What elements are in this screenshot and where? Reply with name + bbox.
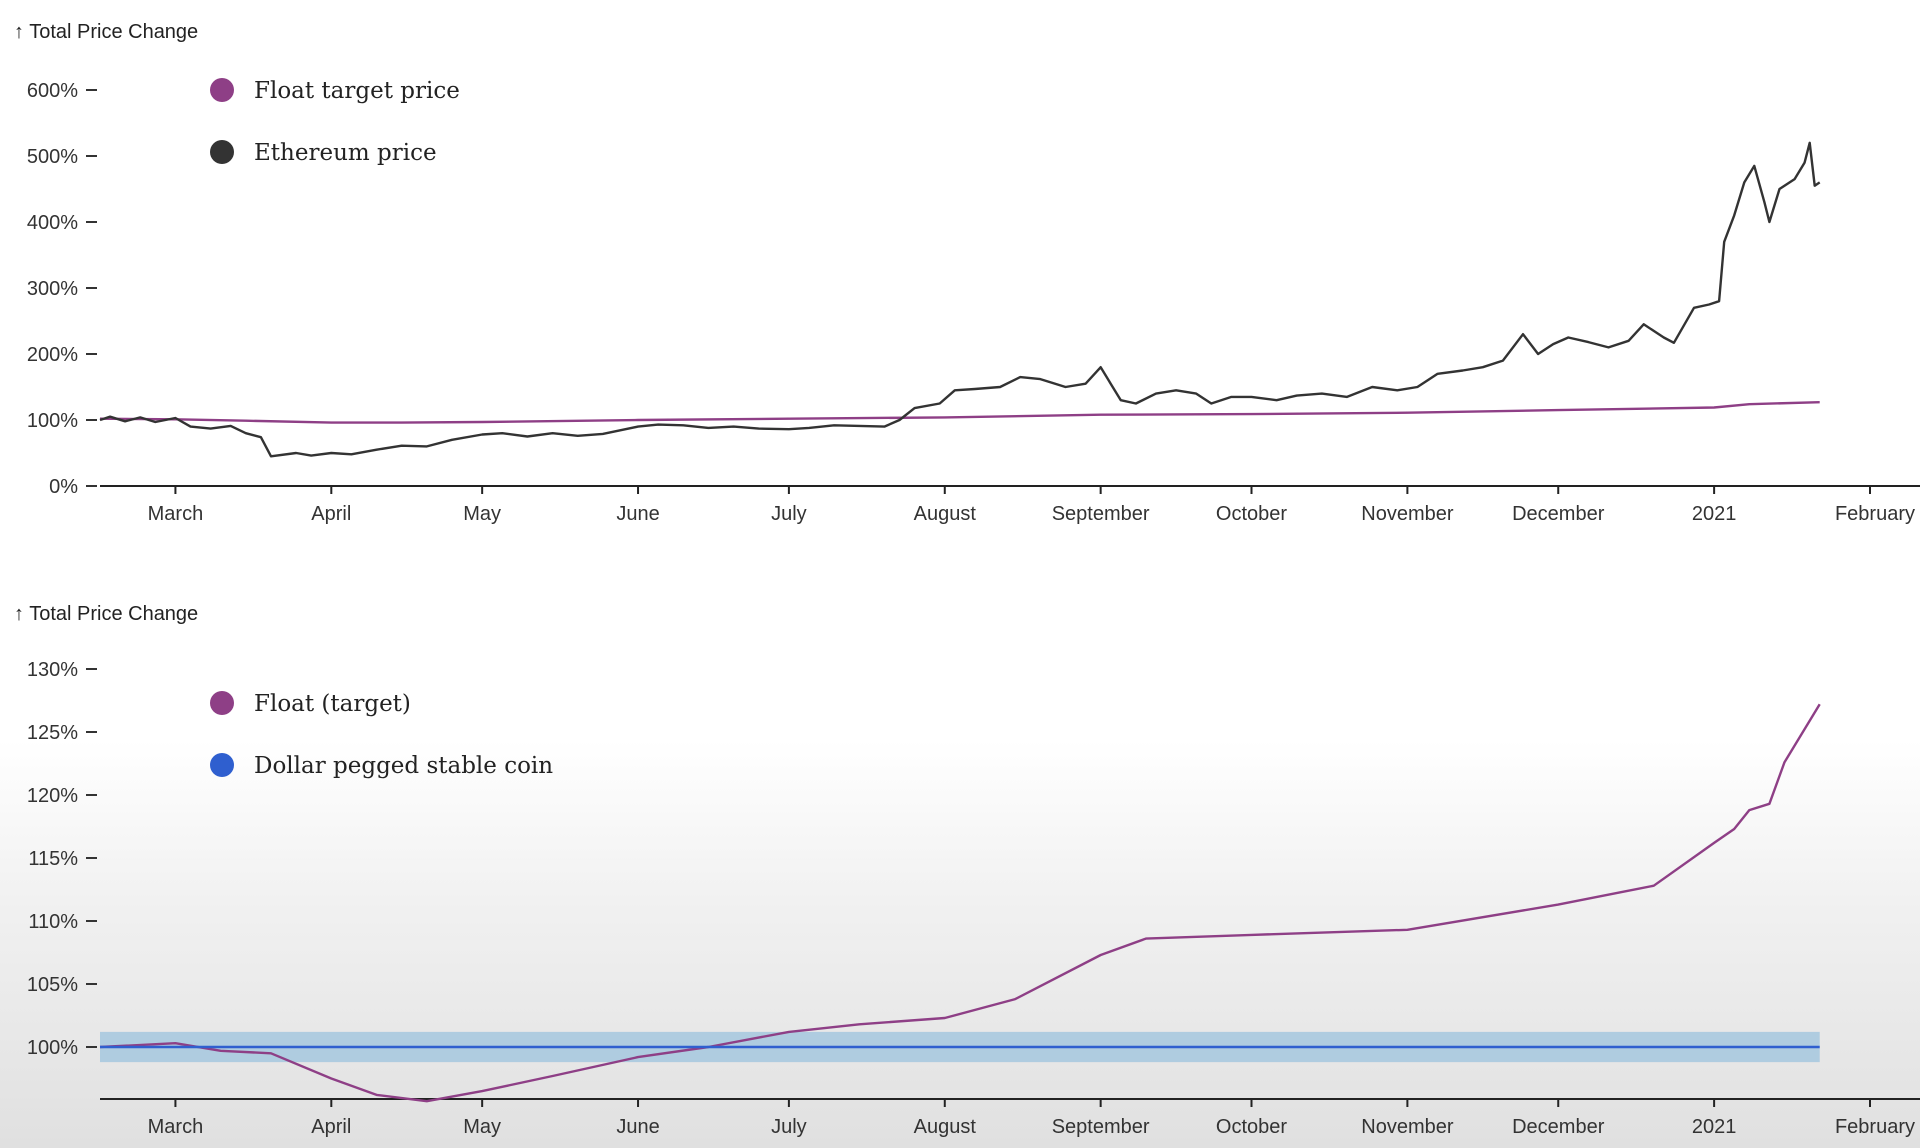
legend-item-ethereum-price[interactable]: Ethereum price <box>210 140 437 166</box>
legend-label-float-target-price: Float target price <box>254 78 460 104</box>
bottom-y-tick-label: 125% <box>27 722 78 744</box>
bottom-x-tick-label: April <box>311 1116 351 1138</box>
top-x-tick-label: June <box>616 503 659 525</box>
legend-label-dollar-pegged-stable-coin: Dollar pegged stable coin <box>254 753 553 779</box>
bottom-x-tick-label: July <box>771 1116 807 1138</box>
legend-label-float-target: Float (target) <box>254 691 411 717</box>
top-y-axis-title: ↑ Total Price Change <box>14 21 198 43</box>
bottom-series-float-target <box>99 703 1821 1103</box>
top-y-axis: 0% 100% 200% 300% 400% 500% 600% <box>27 80 97 498</box>
top-x-tick-label: February <box>1835 503 1915 525</box>
legend-item-float-target-price[interactable]: Float target price <box>210 78 460 104</box>
top-series-ethereum-price <box>99 141 1821 458</box>
float-vs-stablecoin-chart: ↑ Total Price Change 100% 105% 110% 115% 120… <box>14 603 1920 1138</box>
bottom-x-axis: March April May June July August September Octo… <box>100 1098 1920 1138</box>
bottom-y-tick-label: 120% <box>27 785 78 807</box>
top-y-tick-label: 500% <box>27 146 78 168</box>
top-x-tick-label: September <box>1052 503 1150 525</box>
bottom-series-lines <box>99 703 1821 1103</box>
bottom-y-tick-label: 130% <box>27 659 78 681</box>
bottom-y-tick-label: 110% <box>28 911 78 933</box>
bottom-y-axis: 100% 105% 110% 115% 120% 125% 130% <box>27 659 97 1059</box>
bottom-y-tick-label: 100% <box>27 1037 78 1059</box>
bottom-x-tick-label: June <box>616 1116 659 1138</box>
bottom-y-tick-label: 115% <box>28 848 78 870</box>
bottom-x-tick-label: February <box>1835 1116 1915 1138</box>
bottom-y-tick-label: 105% <box>27 974 78 996</box>
legend-swatch-ethereum-price <box>210 140 234 164</box>
top-x-tick-label: 2021 <box>1692 503 1737 525</box>
bottom-x-tick-label: March <box>148 1116 204 1138</box>
top-x-tick-label: December <box>1512 503 1605 525</box>
bottom-legend: Float (target) Dollar pegged stable coin <box>210 691 553 779</box>
legend-swatch-float-target-price <box>210 78 234 102</box>
top-series-lines <box>99 141 1821 458</box>
bottom-x-tick-label: November <box>1361 1116 1454 1138</box>
bottom-x-tick-label: May <box>463 1116 501 1138</box>
top-y-tick-label: 100% <box>27 410 78 432</box>
top-y-tick-label: 0% <box>49 476 78 498</box>
top-x-axis: March April May June July August September Octo… <box>100 485 1920 525</box>
bottom-x-tick-label: December <box>1512 1116 1605 1138</box>
bottom-x-tick-label: 2021 <box>1692 1116 1737 1138</box>
top-legend: Float target price Ethereum price <box>210 78 460 166</box>
legend-swatch-dollar-pegged-stable-coin <box>210 753 234 777</box>
bottom-y-axis-title: ↑ Total Price Change <box>14 603 198 625</box>
top-x-tick-label: November <box>1361 503 1454 525</box>
bottom-x-tick-label: October <box>1216 1116 1287 1138</box>
top-x-tick-label: August <box>914 503 977 525</box>
top-x-tick-label: March <box>148 503 204 525</box>
top-x-tick-label: April <box>311 503 351 525</box>
top-x-tick-label: October <box>1216 503 1287 525</box>
ethereum-vs-float-chart: ↑ Total Price Change 0% 100% 200% 300% 400% 5… <box>14 21 1920 525</box>
top-x-tick-label: May <box>463 503 501 525</box>
top-y-tick-label: 300% <box>27 278 78 300</box>
top-y-tick-label: 600% <box>27 80 78 102</box>
top-y-tick-label: 400% <box>27 212 78 234</box>
top-y-tick-label: 200% <box>27 344 78 366</box>
top-series-float-target-price <box>99 401 1820 424</box>
legend-item-float-target[interactable]: Float (target) <box>210 691 411 717</box>
top-x-tick-label: July <box>771 503 807 525</box>
legend-label-ethereum-price: Ethereum price <box>254 140 437 166</box>
bottom-x-tick-label: September <box>1052 1116 1150 1138</box>
legend-swatch-float-target <box>210 691 234 715</box>
legend-item-dollar-pegged-stable-coin[interactable]: Dollar pegged stable coin <box>210 753 553 779</box>
bottom-x-tick-label: August <box>914 1116 977 1138</box>
